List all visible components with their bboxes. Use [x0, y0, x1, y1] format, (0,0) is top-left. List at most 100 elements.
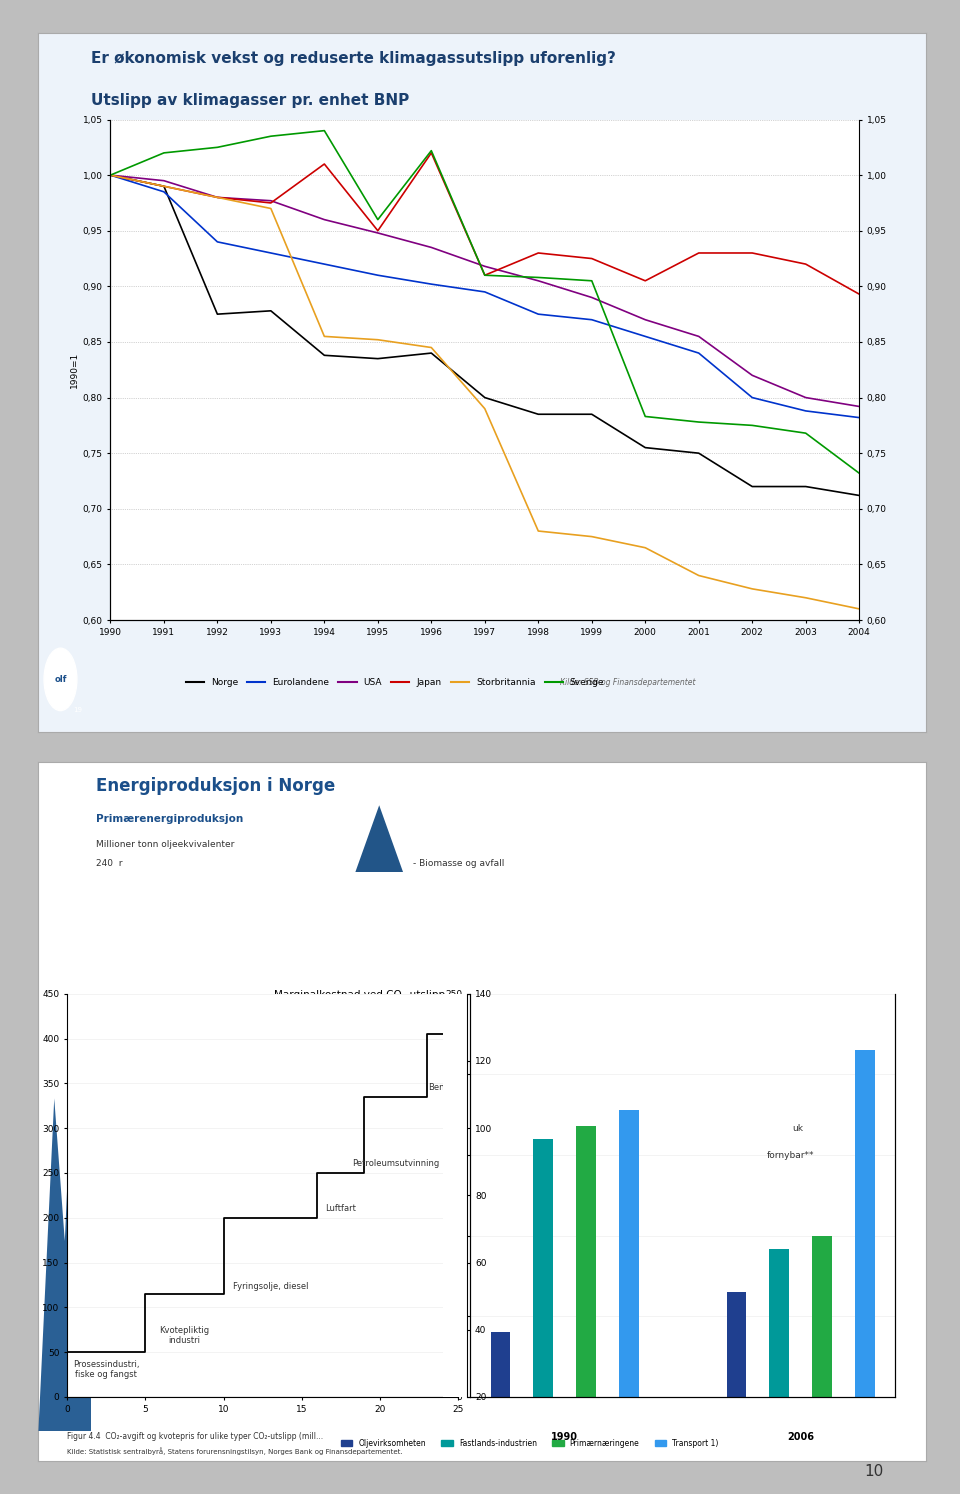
- Storbritannia: [586, 527, 597, 545]
- Text: 2006: 2006: [787, 1433, 814, 1442]
- Sverige: [265, 127, 276, 145]
- Storbritannia: [747, 580, 758, 598]
- Norge: [319, 347, 330, 365]
- Japan: [747, 244, 758, 261]
- USA: [372, 224, 384, 242]
- Text: Luftfart: Luftfart: [325, 1204, 356, 1213]
- Eurolandene: [372, 266, 384, 284]
- Storbritannia: [800, 589, 811, 607]
- Text: 10: 10: [864, 1464, 883, 1479]
- Japan: [425, 143, 437, 161]
- Norge: [693, 444, 705, 462]
- Storbritannia: [533, 521, 544, 539]
- Storbritannia: [425, 339, 437, 357]
- Text: Marginalkostnad ved CO₂-utslipp: Marginalkostnad ved CO₂-utslipp: [275, 991, 445, 999]
- Storbritannia: [105, 166, 116, 184]
- Text: Primærenergiproduksjon: Primærenergiproduksjon: [96, 814, 243, 825]
- Bar: [534, 1138, 553, 1397]
- USA: [853, 397, 865, 415]
- Eurolandene: [800, 402, 811, 420]
- USA: [319, 211, 330, 229]
- Text: 1990: 1990: [551, 1433, 578, 1442]
- Norge: [533, 405, 544, 423]
- USA: [211, 188, 223, 206]
- Eurolandene: [105, 166, 116, 184]
- Japan: [265, 194, 276, 212]
- Eurolandene: [265, 244, 276, 261]
- USA: [639, 311, 651, 329]
- Text: Bensin: Bensin: [428, 1083, 457, 1092]
- Storbritannia: [479, 400, 491, 418]
- Eurolandene: [158, 182, 170, 200]
- Storbritannia: [319, 327, 330, 345]
- Japan: [105, 166, 116, 184]
- Sverige: [158, 143, 170, 161]
- Japan: [586, 249, 597, 267]
- Text: - Biomasse og avfall: - Biomasse og avfall: [413, 859, 504, 868]
- Text: 19: 19: [73, 707, 83, 713]
- Norge: [105, 166, 116, 184]
- Japan: [639, 272, 651, 290]
- Japan: [800, 255, 811, 273]
- USA: [158, 172, 170, 190]
- Legend: Oljevirksomheten, Fastlands-industrien, Primærnæringene, Transport 1): Oljevirksomheten, Fastlands-industrien, …: [338, 1436, 722, 1451]
- Sverige: [693, 412, 705, 430]
- Bar: [576, 1126, 596, 1397]
- Eurolandene: [586, 311, 597, 329]
- USA: [425, 239, 437, 257]
- Line: Japan: Japan: [110, 152, 859, 294]
- Line: Norge: Norge: [110, 175, 859, 496]
- Sverige: [372, 211, 384, 229]
- USA: [586, 288, 597, 306]
- Line: USA: USA: [110, 175, 859, 406]
- Japan: [372, 221, 384, 239]
- Sverige: [479, 266, 491, 284]
- USA: [479, 257, 491, 275]
- Text: Utslipp av klimagasser pr. enhet BNP: Utslipp av klimagasser pr. enhet BNP: [91, 93, 410, 108]
- Bar: [855, 1050, 875, 1397]
- Eurolandene: [319, 255, 330, 273]
- Text: fornybar**: fornybar**: [766, 1152, 814, 1161]
- Japan: [158, 178, 170, 196]
- Sverige: [425, 142, 437, 160]
- Norge: [372, 350, 384, 368]
- Polygon shape: [355, 805, 403, 872]
- Eurolandene: [211, 233, 223, 251]
- USA: [265, 191, 276, 209]
- Line: Eurolandene: Eurolandene: [110, 175, 859, 418]
- Text: Kilde: SSB og Finansdepartementet: Kilde: SSB og Finansdepartementet: [560, 678, 695, 687]
- USA: [747, 366, 758, 384]
- Text: Kvotepliktig
industri: Kvotepliktig industri: [159, 1325, 209, 1345]
- Japan: [693, 244, 705, 261]
- Japan: [319, 155, 330, 173]
- Sverige: [747, 417, 758, 435]
- Sverige: [105, 166, 116, 184]
- Bar: [812, 1236, 831, 1397]
- Norge: [265, 302, 276, 320]
- Eurolandene: [479, 282, 491, 300]
- Norge: [853, 487, 865, 505]
- Eurolandene: [693, 344, 705, 362]
- Norge: [211, 305, 223, 323]
- Text: Figur 4.4  CO₂-avgift og kvotepris for ulike typer CO₂-utslipp (mill...: Figur 4.4 CO₂-avgift og kvotepris for ul…: [67, 1431, 324, 1440]
- Line: Sverige: Sverige: [110, 130, 859, 474]
- Storbritannia: [211, 188, 223, 206]
- USA: [533, 272, 544, 290]
- Eurolandene: [533, 305, 544, 323]
- Japan: [479, 266, 491, 284]
- Storbritannia: [693, 566, 705, 584]
- Eurolandene: [747, 388, 758, 406]
- Text: Energiproduksjon i Norge: Energiproduksjon i Norge: [96, 777, 335, 795]
- Circle shape: [44, 648, 77, 711]
- Japan: [853, 285, 865, 303]
- Norge: [800, 478, 811, 496]
- USA: [800, 388, 811, 406]
- Storbritannia: [639, 539, 651, 557]
- Sverige: [319, 121, 330, 139]
- Eurolandene: [639, 327, 651, 345]
- Line: Storbritannia: Storbritannia: [110, 175, 859, 610]
- Norge: [425, 344, 437, 362]
- USA: [105, 166, 116, 184]
- Text: Millioner tonn oljeekvivalenter: Millioner tonn oljeekvivalenter: [96, 840, 234, 849]
- Norge: [747, 478, 758, 496]
